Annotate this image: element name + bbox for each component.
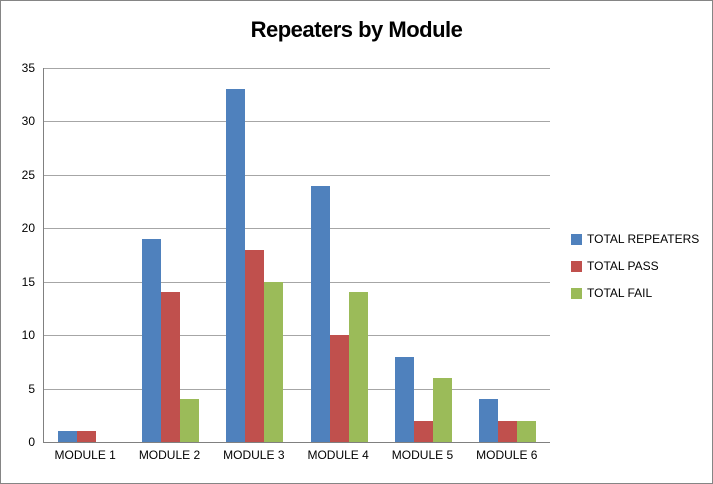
legend-entry: TOTAL REPEATERS [571, 232, 699, 246]
chart-title: Repeaters by Module [250, 17, 463, 42]
bar [310, 185, 330, 442]
bar [160, 292, 180, 442]
gridline [44, 121, 550, 123]
bar-group [128, 68, 212, 442]
bar [413, 420, 433, 442]
y-tick-label: 20 [21, 221, 35, 236]
bars-row [44, 68, 550, 442]
bar-group [381, 68, 465, 442]
legend-swatch [571, 287, 582, 299]
y-tick-label: 15 [21, 274, 35, 289]
bar [517, 420, 537, 442]
legend-label: TOTAL PASS [587, 259, 659, 273]
bar [329, 335, 349, 442]
plot-area [43, 68, 550, 443]
bar [141, 238, 161, 442]
x-axis-label: MODULE 4 [307, 448, 369, 462]
x-axis-label: MODULE 5 [391, 448, 454, 462]
bar [264, 281, 284, 442]
x-axis: MODULE 1 MODULE 2 MODULE 3 MODULE 4 MODULE 5… [43, 448, 549, 462]
gridline [44, 228, 550, 230]
legend: TOTAL REPEATERS TOTAL PASS TOTAL FAIL [571, 232, 699, 313]
legend-label: TOTAL REPEATERS [587, 232, 700, 246]
y-tick-label: 0 [28, 435, 35, 449]
y-tick-label: 35 [21, 61, 35, 75]
y-tick-label: 25 [21, 167, 35, 182]
x-axis-label: MODULE 3 [223, 448, 285, 462]
legend-swatch [571, 260, 582, 272]
legend-entry: TOTAL PASS [571, 259, 699, 273]
bar [394, 356, 414, 442]
bar [348, 292, 368, 442]
gridline [44, 68, 550, 69]
bar [179, 399, 199, 442]
y-tick-label: 5 [28, 381, 35, 396]
gridline [44, 174, 550, 176]
gridline [44, 335, 550, 337]
y-tick-label: 10 [21, 328, 35, 343]
bar-group [466, 68, 550, 442]
bar-group [44, 68, 128, 442]
bar [76, 431, 96, 442]
bar-group [297, 68, 381, 442]
y-axis: 0 5 10 15 20 25 30 35 [1, 61, 35, 449]
y-tick-label: 30 [21, 114, 35, 129]
bar [432, 377, 452, 442]
legend-swatch [571, 233, 582, 245]
gridline [44, 281, 550, 283]
bar [498, 420, 518, 442]
bar [479, 399, 499, 442]
x-axis-label: MODULE 6 [476, 448, 538, 462]
legend-entry: TOTAL FAIL [571, 286, 699, 300]
gridline [44, 388, 550, 390]
bar [245, 249, 265, 442]
legend-label: TOTAL FAIL [587, 286, 653, 300]
bar [57, 431, 77, 442]
bar [226, 89, 246, 442]
x-axis-label: MODULE 2 [138, 448, 201, 462]
x-axis-label: MODULE 1 [54, 448, 116, 462]
bar-group [213, 68, 297, 442]
